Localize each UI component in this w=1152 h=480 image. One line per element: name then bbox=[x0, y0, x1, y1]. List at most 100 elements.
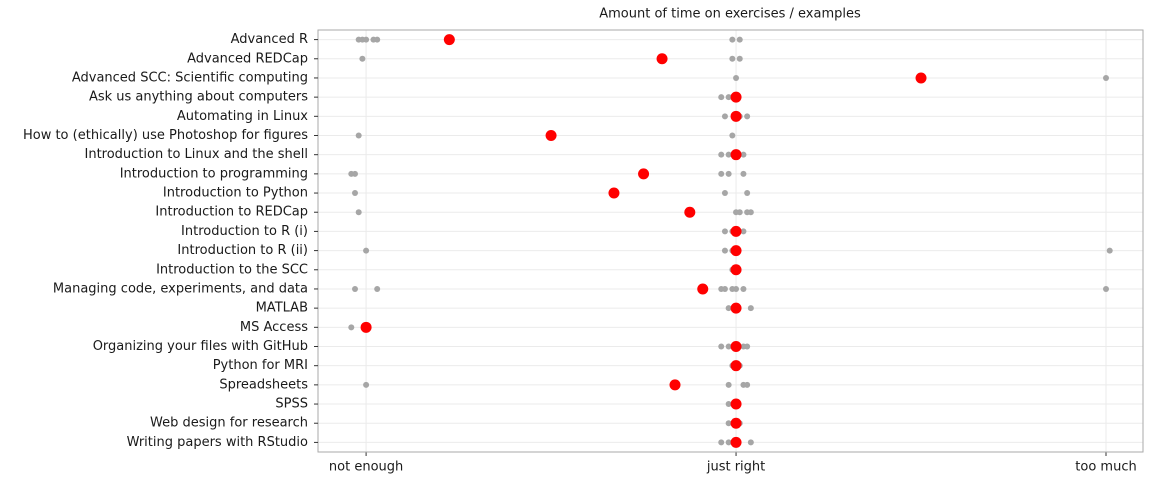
y-tick-label: Writing papers with RStudio bbox=[127, 435, 308, 450]
y-tick-label: SPSS bbox=[275, 397, 308, 412]
y-tick-label: How to (ethically) use Photoshop for fig… bbox=[23, 128, 308, 143]
mean-point bbox=[443, 34, 455, 46]
response-point bbox=[351, 190, 358, 197]
response-point bbox=[729, 36, 736, 43]
response-point bbox=[721, 247, 728, 254]
response-point bbox=[721, 285, 728, 292]
y-tick-label: Introduction to R (ii) bbox=[177, 243, 308, 258]
response-point bbox=[363, 381, 370, 388]
response-point bbox=[718, 170, 725, 177]
response-point bbox=[733, 285, 740, 292]
response-point bbox=[348, 324, 355, 331]
x-tick-label: just right bbox=[706, 460, 765, 475]
y-tick-label: Managing code, experiments, and data bbox=[53, 281, 308, 296]
response-point bbox=[363, 247, 370, 254]
mean-point bbox=[730, 91, 742, 103]
response-point bbox=[729, 132, 736, 139]
response-point bbox=[351, 170, 358, 177]
x-tick-label: not enough bbox=[329, 460, 403, 475]
response-point bbox=[733, 74, 740, 81]
mean-point bbox=[730, 341, 742, 352]
response-point bbox=[740, 170, 747, 177]
response-point bbox=[740, 151, 747, 158]
mean-point bbox=[360, 321, 372, 333]
y-tick-label: Web design for research bbox=[150, 416, 308, 431]
mean-point bbox=[656, 53, 668, 65]
response-point bbox=[374, 36, 381, 43]
mean-point bbox=[730, 110, 742, 122]
response-point bbox=[725, 151, 732, 158]
mean-point bbox=[730, 360, 742, 372]
y-tick-label: Introduction to programming bbox=[120, 166, 308, 181]
response-point bbox=[747, 305, 754, 312]
y-tick-label: Advanced REDCap bbox=[187, 51, 308, 66]
chart-title: Amount of time on exercises / examples bbox=[599, 7, 861, 22]
mean-point bbox=[730, 225, 742, 237]
response-point bbox=[725, 170, 732, 177]
mean-point bbox=[730, 417, 742, 429]
x-tick-label: too much bbox=[1075, 460, 1136, 475]
response-point bbox=[1106, 247, 1113, 254]
y-tick-label: Advanced R bbox=[231, 32, 308, 47]
response-point bbox=[718, 94, 725, 101]
response-point bbox=[355, 132, 362, 139]
mean-point bbox=[638, 168, 650, 180]
response-point bbox=[355, 209, 362, 216]
response-point bbox=[718, 151, 725, 158]
mean-point bbox=[669, 379, 681, 391]
response-point bbox=[718, 439, 725, 446]
response-point bbox=[736, 55, 743, 62]
response-point bbox=[359, 55, 366, 62]
response-point bbox=[736, 36, 743, 43]
mean-point bbox=[730, 245, 742, 257]
response-point bbox=[725, 439, 732, 446]
response-point bbox=[736, 209, 743, 216]
response-point bbox=[351, 285, 358, 292]
y-tick-label: MATLAB bbox=[256, 301, 308, 316]
y-tick-label: Introduction to the SCC bbox=[156, 262, 308, 277]
response-point bbox=[740, 228, 747, 235]
mean-point bbox=[730, 149, 742, 161]
mean-point bbox=[697, 283, 709, 295]
response-point bbox=[725, 401, 732, 408]
response-point bbox=[744, 381, 751, 388]
mean-point bbox=[608, 187, 620, 199]
y-tick-label: Ask us anything about computers bbox=[89, 90, 308, 105]
response-point bbox=[374, 285, 381, 292]
response-point bbox=[747, 439, 754, 446]
y-tick-label: MS Access bbox=[240, 320, 308, 335]
response-point bbox=[725, 305, 732, 312]
y-tick-label: Organizing your files with GitHub bbox=[93, 339, 308, 354]
response-point bbox=[744, 190, 751, 197]
y-tick-label: Spreadsheets bbox=[219, 377, 308, 392]
mean-point bbox=[915, 72, 927, 84]
plot-border bbox=[317, 29, 1144, 453]
mean-point bbox=[730, 398, 742, 410]
response-point bbox=[1103, 285, 1110, 292]
mean-point bbox=[730, 436, 742, 448]
y-tick-label: Automating in Linux bbox=[177, 109, 308, 124]
y-tick-label: Introduction to Linux and the shell bbox=[85, 147, 309, 162]
response-point bbox=[725, 420, 732, 427]
response-point bbox=[725, 381, 732, 388]
response-point bbox=[721, 228, 728, 235]
response-point bbox=[363, 36, 370, 43]
response-point bbox=[721, 190, 728, 197]
response-point bbox=[721, 113, 728, 120]
mean-point bbox=[545, 130, 557, 141]
response-point bbox=[729, 55, 736, 62]
response-point bbox=[744, 343, 751, 350]
response-point bbox=[725, 343, 732, 350]
response-point bbox=[747, 209, 754, 216]
y-tick-label: Introduction to R (i) bbox=[181, 224, 308, 239]
y-tick-label: Advanced SCC: Scientific computing bbox=[72, 70, 308, 85]
mean-point bbox=[730, 302, 742, 314]
y-tick-label: Introduction to Python bbox=[163, 186, 308, 201]
mean-point bbox=[730, 264, 742, 276]
y-tick-label: Python for MRI bbox=[213, 358, 308, 373]
response-point bbox=[744, 113, 751, 120]
response-point bbox=[1103, 74, 1110, 81]
mean-point bbox=[684, 206, 696, 218]
response-point bbox=[740, 285, 747, 292]
